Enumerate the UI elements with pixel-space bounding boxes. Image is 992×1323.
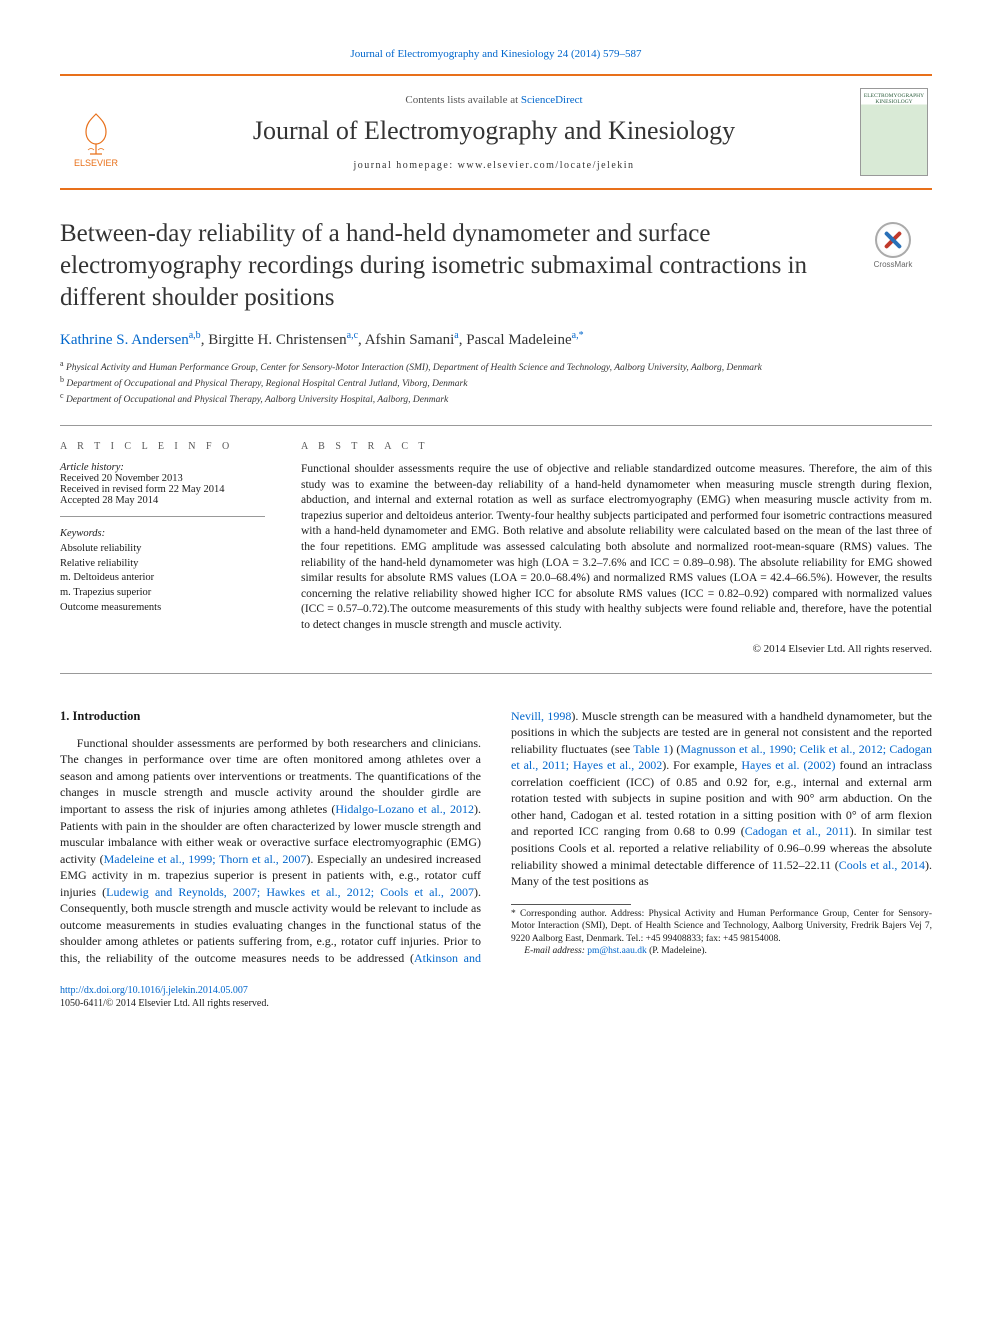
running-head: Journal of Electromyography and Kinesiol…	[60, 48, 932, 60]
citation[interactable]: Cools et al., 2014	[839, 858, 925, 872]
citation[interactable]: Madeleine et al., 1999; Thorn et al., 20…	[104, 852, 307, 866]
footnote-rule	[511, 904, 631, 905]
author-2-aff: a,c	[347, 330, 358, 341]
publisher-logo: ELSEVIER	[64, 96, 128, 168]
history-label: Article history:	[60, 462, 124, 473]
corresponding-email[interactable]: pm@hst.aau.dk	[587, 946, 646, 956]
affiliation-a: Physical Activity and Human Performance …	[66, 363, 762, 373]
section-heading: 1. Introduction	[60, 708, 481, 725]
crossmark-badge[interactable]: CrossMark	[854, 222, 932, 269]
keyword: Absolute reliability	[60, 542, 265, 557]
journal-name: Journal of Electromyography and Kinesiol…	[148, 116, 840, 146]
rule-bottom	[60, 188, 932, 190]
abstract-text: Functional shoulder assessments require …	[301, 462, 932, 633]
crossmark-label: CrossMark	[874, 260, 913, 269]
citation[interactable]: Hayes et al. (2002)	[741, 758, 835, 772]
footnotes: * Corresponding author. Address: Physica…	[511, 908, 932, 957]
abstract-copyright: © 2014 Elsevier Ltd. All rights reserved…	[301, 643, 932, 655]
email-label: E-mail address:	[524, 946, 587, 956]
history-revised: Received in revised form 22 May 2014	[60, 484, 265, 495]
doi-link[interactable]: http://dx.doi.org/10.1016/j.jelekin.2014…	[60, 985, 248, 996]
header-center: Contents lists available at ScienceDirec…	[148, 94, 840, 171]
author-line: Kathrine S. Andersena,b, Birgitte H. Chr…	[60, 330, 932, 349]
author-1-aff: a,b	[189, 330, 201, 341]
rule-below-abstract	[60, 673, 932, 674]
email-suffix: (P. Madeleine).	[647, 946, 707, 956]
table-ref[interactable]: Table 1	[633, 742, 669, 756]
citation[interactable]: Cadogan et al., 2011	[745, 824, 850, 838]
abstract-head: A B S T R A C T	[301, 441, 932, 452]
article-title: Between-day reliability of a hand-held d…	[60, 218, 836, 314]
journal-homepage: journal homepage: www.elsevier.com/locat…	[148, 160, 840, 171]
article-info: A R T I C L E I N F O Article history: R…	[60, 441, 265, 655]
journal-cover-thumb: ELECTROMYOGRAPHY KINESIOLOGY	[860, 88, 928, 176]
crossmark-icon	[875, 222, 911, 258]
keywords-label: Keywords:	[60, 528, 105, 539]
issn-line: 1050-6411/© 2014 Elsevier Ltd. All right…	[60, 997, 932, 1010]
publisher-logo-text: ELSEVIER	[74, 158, 118, 168]
thumb-title: ELECTROMYOGRAPHY KINESIOLOGY	[863, 93, 925, 105]
rule-top	[60, 74, 932, 76]
affiliations: a Physical Activity and Human Performanc…	[60, 359, 932, 407]
keyword: Outcome measurements	[60, 601, 265, 616]
page-footer: http://dx.doi.org/10.1016/j.jelekin.2014…	[60, 984, 932, 1010]
info-head: A R T I C L E I N F O	[60, 441, 265, 452]
keyword: Relative reliability	[60, 557, 265, 572]
author-4-aff: a,	[572, 330, 579, 341]
homepage-label: journal homepage:	[353, 160, 457, 171]
abstract: A B S T R A C T Functional shoulder asse…	[301, 441, 932, 655]
running-head-link[interactable]: Journal of Electromyography and Kinesiol…	[350, 48, 641, 60]
contents-prefix: Contents lists available at	[405, 94, 520, 106]
contents-line: Contents lists available at ScienceDirec…	[148, 94, 840, 106]
keyword: m. Deltoideus anterior	[60, 571, 265, 586]
homepage-url: www.elsevier.com/locate/jelekin	[458, 160, 635, 171]
corresponding-note: Corresponding author. Address: Physical …	[511, 909, 932, 944]
history-received: Received 20 November 2013	[60, 473, 265, 484]
author-3: , Afshin Samani	[358, 332, 454, 348]
citation[interactable]: Hidalgo-Lozano et al., 2012	[335, 802, 474, 816]
journal-header: ELSEVIER Contents lists available at Sci…	[60, 80, 932, 184]
elsevier-tree-icon	[72, 110, 120, 158]
body-columns: 1. Introduction Functional shoulder asse…	[60, 708, 932, 967]
history-accepted: Accepted 28 May 2014	[60, 495, 265, 506]
rule-above-info	[60, 425, 932, 426]
article-front: Between-day reliability of a hand-held d…	[60, 218, 932, 1010]
sciencedirect-link[interactable]: ScienceDirect	[521, 94, 583, 106]
keyword: m. Trapezius superior	[60, 586, 265, 601]
affiliation-b: Department of Occupational and Physical …	[66, 379, 467, 389]
author-1[interactable]: Kathrine S. Andersen	[60, 332, 189, 348]
author-4: , Pascal Madeleine	[459, 332, 572, 348]
author-2: , Birgitte H. Christensen	[201, 332, 347, 348]
citation[interactable]: Ludewig and Reynolds, 2007; Hawkes et al…	[106, 885, 474, 899]
info-abstract-row: A R T I C L E I N F O Article history: R…	[60, 441, 932, 655]
corresponding-star[interactable]: *	[579, 330, 584, 341]
affiliation-c: Department of Occupational and Physical …	[66, 395, 448, 405]
page-root: Journal of Electromyography and Kinesiol…	[0, 0, 992, 1050]
